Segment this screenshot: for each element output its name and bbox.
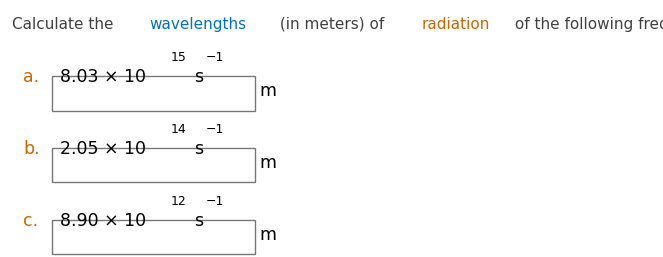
Text: 14: 14 — [170, 123, 186, 136]
Text: m: m — [259, 154, 276, 172]
Text: 8.90 × 10: 8.90 × 10 — [60, 212, 146, 230]
Text: m: m — [259, 82, 276, 100]
Text: 2.05 × 10: 2.05 × 10 — [60, 140, 146, 158]
Bar — [52, 148, 255, 182]
Text: 8.03 × 10: 8.03 × 10 — [60, 68, 146, 86]
Bar — [52, 76, 255, 111]
Text: wavelengths: wavelengths — [149, 17, 247, 32]
Text: s: s — [194, 140, 203, 158]
Text: m: m — [259, 226, 276, 244]
Text: 15: 15 — [170, 51, 186, 65]
Text: of the following frequencies.: of the following frequencies. — [510, 17, 663, 32]
Text: −1: −1 — [206, 51, 224, 65]
Text: Calculate the: Calculate the — [12, 17, 118, 32]
Text: 12: 12 — [171, 195, 186, 208]
Text: c.: c. — [23, 212, 38, 230]
Text: s: s — [194, 68, 203, 86]
Text: −1: −1 — [206, 123, 223, 136]
Text: (in meters) of: (in meters) of — [274, 17, 389, 32]
Text: a.: a. — [23, 68, 39, 86]
Bar — [52, 220, 255, 254]
Text: radiation: radiation — [422, 17, 490, 32]
Text: b.: b. — [23, 140, 40, 158]
Text: −1: −1 — [206, 195, 224, 208]
Text: s: s — [194, 212, 203, 230]
